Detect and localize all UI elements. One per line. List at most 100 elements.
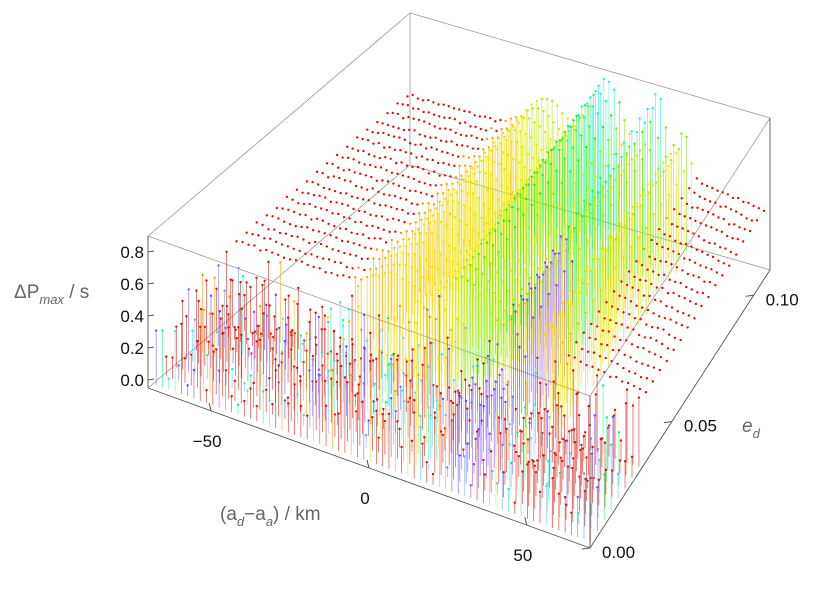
data-point	[630, 130, 634, 133]
data-point	[654, 181, 658, 184]
data-point	[360, 257, 364, 261]
data-point	[742, 200, 745, 204]
data-point	[704, 266, 708, 269]
data-point	[657, 273, 660, 277]
data-point	[478, 171, 481, 174]
data-point	[427, 365, 430, 368]
data-point	[430, 265, 434, 269]
data-point	[225, 250, 228, 253]
data-point	[570, 428, 573, 432]
data-point	[679, 281, 682, 285]
data-point	[648, 255, 651, 258]
data-point	[422, 167, 425, 171]
x-tick	[366, 459, 370, 469]
data-point	[644, 279, 647, 282]
data-point	[662, 328, 665, 331]
data-point	[449, 399, 453, 403]
data-point	[488, 448, 491, 451]
data-point	[357, 266, 360, 269]
data-point	[591, 105, 594, 108]
data-point	[666, 247, 670, 251]
data-point	[509, 269, 512, 273]
data-point	[433, 282, 437, 286]
data-point	[724, 205, 727, 208]
data-point	[509, 173, 512, 177]
data-point	[611, 348, 615, 352]
data-point	[542, 345, 545, 349]
data-point	[255, 221, 258, 224]
data-point	[513, 128, 517, 132]
data-point	[268, 399, 271, 402]
data-point	[412, 411, 416, 414]
data-point	[526, 438, 530, 441]
data-point	[492, 388, 496, 391]
data-point	[568, 129, 571, 133]
data-point	[508, 422, 511, 426]
data-point	[587, 104, 590, 108]
data-point	[195, 289, 198, 292]
data-point	[396, 420, 399, 423]
data-point	[465, 170, 469, 173]
data-point	[588, 203, 592, 206]
data-point	[576, 322, 580, 325]
data-point	[715, 271, 719, 274]
data-point	[271, 347, 274, 350]
data-point	[734, 253, 738, 256]
data-point	[336, 274, 339, 277]
data-point	[513, 501, 517, 504]
data-point	[438, 200, 441, 204]
data-point	[356, 305, 360, 308]
data-point	[519, 237, 523, 240]
y-tick-label: 0.10	[766, 290, 799, 309]
data-point	[379, 237, 382, 240]
data-point	[327, 222, 330, 226]
data-point	[398, 263, 401, 266]
data-point	[516, 118, 519, 122]
data-point	[557, 313, 560, 316]
data-point	[639, 318, 642, 321]
data-point	[572, 236, 575, 239]
data-point	[462, 448, 465, 451]
data-point	[604, 100, 608, 103]
data-point	[263, 237, 266, 240]
data-point	[356, 136, 359, 139]
data-point	[275, 206, 279, 210]
data-point	[516, 431, 519, 434]
data-point	[489, 262, 492, 265]
data-point	[462, 238, 465, 242]
data-point	[325, 162, 329, 165]
data-point	[336, 359, 339, 362]
data-point	[350, 294, 354, 298]
data-point	[423, 120, 426, 123]
data-point	[398, 245, 402, 248]
data-point	[410, 439, 414, 443]
data-point	[500, 184, 503, 187]
data-point	[407, 175, 410, 179]
data-point	[652, 366, 656, 369]
data-point	[454, 176, 458, 179]
data-point	[361, 233, 365, 236]
data-point	[548, 267, 551, 271]
data-point	[599, 289, 602, 292]
data-point	[213, 276, 216, 280]
data-point	[659, 300, 663, 303]
data-point	[373, 155, 376, 158]
data-point	[297, 202, 300, 205]
data-point	[470, 134, 473, 137]
data-point	[503, 418, 507, 421]
data-point	[175, 325, 178, 328]
data-point	[265, 248, 268, 252]
data-point	[416, 228, 420, 231]
data-point	[332, 330, 336, 333]
data-point	[642, 247, 646, 251]
data-point	[662, 170, 665, 173]
data-point	[352, 360, 355, 364]
data-point	[653, 353, 657, 356]
data-point	[451, 228, 454, 231]
data-point	[471, 147, 474, 150]
data-point	[359, 172, 362, 175]
data-point	[251, 232, 254, 236]
z-tick	[147, 314, 155, 317]
data-point	[696, 291, 699, 294]
